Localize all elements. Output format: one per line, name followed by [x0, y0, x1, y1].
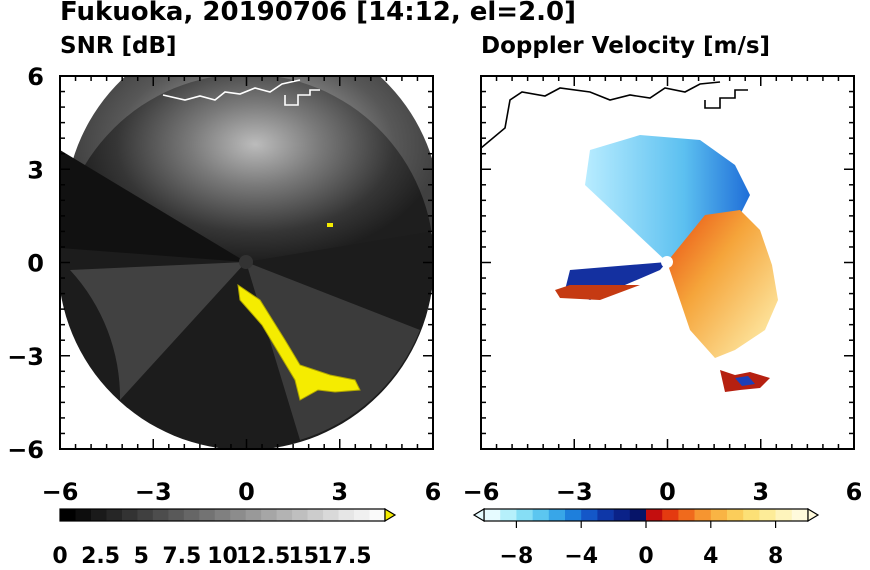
snr-colorbar-segment	[106, 509, 123, 521]
snr-coastline	[162, 79, 301, 101]
doppler-plot-area	[481, 81, 778, 392]
doppler-colorbar-label: 4	[703, 544, 718, 569]
snr-coastline-harbor	[284, 89, 320, 106]
snr-colorbar-segment	[121, 509, 138, 521]
doppler-xtick-label: 0	[659, 478, 676, 506]
doppler-colorbar-segment	[532, 509, 550, 521]
radar-site-marker	[239, 255, 253, 269]
snr-ytick-label: −6	[7, 436, 44, 464]
snr-xtick-label: −6	[42, 478, 79, 506]
snr-colorbar-segment	[292, 509, 308, 521]
snr-panel-title: SNR [dB]	[60, 33, 177, 59]
doppler-colorbar-segment	[775, 509, 793, 521]
snr-southwest-sector	[70, 262, 246, 400]
snr-ytick-label: 3	[27, 156, 44, 184]
snr-colorbar-extend-max	[384, 507, 397, 523]
doppler-xtick-label: −3	[556, 478, 593, 506]
doppler-colorbar-segment	[727, 509, 744, 521]
radar-site-marker-doppler	[661, 256, 673, 268]
doppler-colorbar-segment	[791, 509, 809, 521]
snr-colorbar-label: 15	[288, 544, 319, 569]
doppler-colorbar-segment	[613, 509, 631, 521]
doppler-colorbar-label: 0	[638, 544, 653, 569]
snr-colorbar-segment	[199, 509, 216, 521]
doppler-colorbar-extend-max	[807, 507, 820, 523]
snr-colorbar-segment	[75, 509, 92, 521]
snr-colorbar-segment	[369, 509, 386, 521]
snr-colorbar-label: 7.5	[162, 544, 201, 569]
doppler-colorbar-segment	[500, 509, 517, 521]
axes-ticks: −6 −3 0 3 6 6 3 0 −3 −6 −6 −3 0 3 6	[7, 63, 862, 506]
snr-colorbar-segment	[338, 509, 355, 521]
doppler-colorbar-extend-min	[472, 507, 485, 523]
snr-ytick-label: 6	[27, 63, 44, 91]
snr-colorbar-label: 17.5	[317, 544, 371, 569]
doppler-panel-title: Doppler Velocity [m/s]	[481, 33, 771, 59]
snr-colorbar-segment	[323, 509, 339, 521]
doppler-colorbar-segment	[484, 509, 501, 521]
doppler-colorbar-segment	[694, 509, 712, 521]
doppler-colorbar-segment	[759, 509, 776, 521]
snr-colorbar-segment	[137, 509, 154, 521]
doppler-coastline-harbor	[704, 89, 748, 109]
doppler-colorbar-segment	[743, 509, 760, 521]
snr-colorbar-segment	[230, 509, 247, 521]
snr-colorbar-label: 0	[52, 544, 67, 569]
snr-xtick-label: 6	[425, 478, 442, 506]
snr-ytick-label: 0	[27, 250, 44, 278]
doppler-west-fringe	[555, 285, 640, 300]
doppler-colorbar-segment	[710, 509, 728, 521]
snr-ytick-label: −3	[7, 343, 44, 371]
doppler-colorbar-segment	[629, 509, 647, 521]
doppler-colorbar-segment	[662, 509, 679, 521]
snr-xtick-label: 0	[238, 478, 255, 506]
snr-strong-echo-band	[237, 283, 361, 401]
snr-southeast-sector	[246, 262, 420, 440]
snr-colorbar-segment	[183, 509, 200, 521]
figure-title: Fukuoka, 20190706 [14:12, el=2.0]	[60, 0, 577, 27]
snr-colorbar-segment	[168, 509, 185, 521]
doppler-colorbar-segment	[516, 509, 533, 521]
snr-colorbar-label: 2.5	[81, 544, 120, 569]
doppler-colorbar-segment	[597, 509, 614, 521]
doppler-receding-region	[667, 210, 778, 358]
snr-colorbar-segment	[276, 509, 293, 521]
doppler-colorbar-label: 8	[768, 544, 783, 569]
snr-colorbar-segment	[60, 509, 76, 521]
doppler-colorbar-label: −8	[500, 544, 534, 569]
snr-colorbar-segment	[152, 509, 169, 521]
doppler-xtick-label: −6	[463, 478, 500, 506]
doppler-colorbar-segment	[565, 509, 582, 521]
snr-blocked-sector	[60, 150, 246, 262]
snr-colorbar-segment	[214, 509, 231, 521]
doppler-xtick-label: 3	[752, 478, 769, 506]
snr-xtick-label: −3	[135, 478, 172, 506]
snr-colorbar-label: 12.5	[236, 544, 290, 569]
snr-colorbar-segment	[307, 509, 324, 521]
doppler-colorbar-segment	[678, 509, 695, 521]
snr-colorbar-label: 10	[207, 544, 238, 569]
snr-colorbar-segment	[354, 509, 370, 521]
doppler-colorbar-segment	[646, 509, 663, 521]
snr-plot-area	[60, 76, 433, 449]
doppler-coastline	[481, 81, 721, 149]
snr-echo-speck	[327, 223, 333, 227]
snr-colorbar-segment	[261, 509, 277, 521]
doppler-echo-cluster-core	[735, 376, 755, 386]
snr-colorbar-segment	[90, 509, 107, 521]
doppler-colorbar-label: −4	[564, 544, 598, 569]
doppler-xtick-label: 6	[846, 478, 863, 506]
doppler-colorbar-segment	[581, 509, 598, 521]
snr-colorbar-label: 5	[134, 544, 149, 569]
doppler-colorbar-segment	[548, 509, 566, 521]
snr-xtick-label: 3	[331, 478, 348, 506]
snr-colorbar-segment	[245, 509, 262, 521]
